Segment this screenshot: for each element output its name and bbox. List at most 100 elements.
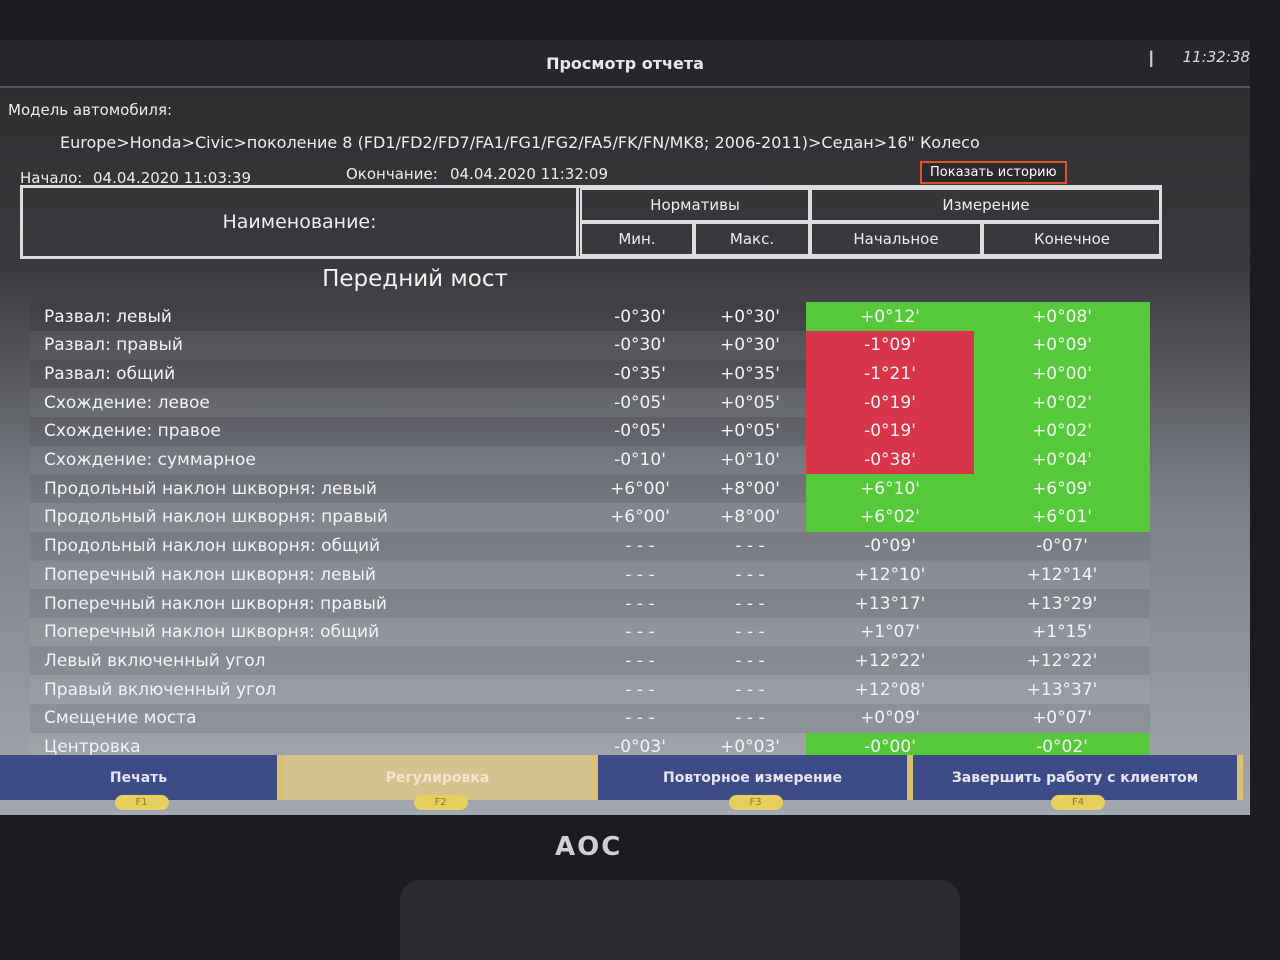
initial-value: -0°19' bbox=[806, 416, 974, 446]
table-row: Левый включенный угол - - - - - - +12°22' +1… bbox=[30, 646, 1150, 676]
initial-value: +13°17' bbox=[854, 593, 926, 614]
final-value: +6°09' bbox=[974, 474, 1150, 504]
max-value: - - - bbox=[735, 564, 765, 585]
header-min: Мин. bbox=[580, 222, 694, 256]
monitor-stand bbox=[400, 880, 960, 960]
min-value: -0°10' bbox=[614, 450, 666, 470]
table-row: Смещение моста - - - - - - +0°09' +0°07' bbox=[30, 703, 1150, 733]
row-name: Развал: левый bbox=[44, 306, 172, 327]
row-name: Смещение моста bbox=[44, 708, 197, 729]
initial-value: +6°02' bbox=[806, 502, 974, 532]
min-value: - - - bbox=[625, 622, 655, 643]
row-name: Развал: правый bbox=[44, 335, 183, 356]
footer-button-f4[interactable]: Завершить работу с клиентом bbox=[913, 755, 1243, 800]
final-value: +0°08' bbox=[974, 302, 1150, 331]
final-value: +0°07' bbox=[1032, 708, 1092, 729]
table-row: Развал: общий -0°35' +0°35' -1°21' +0°00' bbox=[30, 359, 1150, 389]
footer-button-label: Регулировка bbox=[385, 769, 490, 786]
initial-value: +6°10' bbox=[806, 474, 974, 504]
footer-button-f1[interactable]: Печать bbox=[0, 755, 283, 800]
footer-button-label: Печать bbox=[109, 769, 168, 786]
min-value: - - - bbox=[625, 564, 655, 585]
min-value: -0°30' bbox=[614, 306, 666, 327]
max-value: - - - bbox=[735, 679, 765, 700]
min-value: - - - bbox=[625, 593, 655, 614]
min-value: -0°30' bbox=[614, 335, 666, 356]
final-value: +12°22' bbox=[1026, 650, 1098, 671]
initial-value: -0°19' bbox=[806, 388, 974, 418]
table-header: Наименование: Нормативы Мин. Макс. Измер… bbox=[20, 185, 1162, 259]
monitor-logo: AOC bbox=[555, 832, 623, 862]
min-value: - - - bbox=[625, 708, 655, 729]
window-title: Просмотр отчета bbox=[546, 53, 704, 73]
initial-value: +1°07' bbox=[860, 622, 920, 643]
clock: 11:32:38 bbox=[1182, 48, 1250, 66]
table-row: Развал: правый -0°30' +0°30' -1°09' +0°09' bbox=[30, 330, 1150, 360]
row-name: Схождение: левое bbox=[44, 392, 210, 413]
initial-value: -0°09' bbox=[864, 536, 916, 557]
screen: Просмотр отчета I 11:32:38 Модель автомо… bbox=[0, 40, 1250, 815]
final-value: +13°37' bbox=[1026, 679, 1098, 700]
initial-value: +12°22' bbox=[854, 650, 926, 671]
function-key-badge: F2 bbox=[413, 795, 468, 810]
show-history-button[interactable]: Показать историю bbox=[920, 161, 1067, 184]
function-key-badge: F4 bbox=[1051, 795, 1105, 810]
table-row: Продольный наклон шкворня: правый +6°00' +… bbox=[30, 502, 1150, 532]
final-value: +0°02' bbox=[974, 388, 1150, 418]
max-value: +0°35' bbox=[720, 363, 780, 384]
max-value: - - - bbox=[735, 593, 765, 614]
header-initial: Начальное bbox=[810, 222, 982, 256]
vehicle-label: Модель автомобиля: bbox=[8, 101, 173, 119]
section-title: Передний мост bbox=[322, 266, 508, 292]
table-row: Поперечный наклон шкворня: общий - - - - -… bbox=[30, 617, 1150, 647]
header-final: Конечное bbox=[982, 222, 1162, 256]
max-value: +8°00' bbox=[720, 507, 780, 528]
row-name: Левый включенный угол bbox=[44, 650, 266, 671]
min-value: -0°35' bbox=[614, 363, 666, 384]
row-name: Развал: общий bbox=[44, 363, 176, 384]
max-value: +0°30' bbox=[720, 306, 780, 327]
final-value: +0°04' bbox=[974, 445, 1150, 475]
start-label: Начало: bbox=[20, 169, 83, 187]
initial-value: +0°09' bbox=[860, 708, 920, 729]
max-value: - - - bbox=[735, 708, 765, 729]
min-value: - - - bbox=[625, 650, 655, 671]
max-value: +0°10' bbox=[720, 450, 780, 470]
max-value: - - - bbox=[735, 536, 765, 557]
max-value: +0°30' bbox=[720, 335, 780, 356]
row-name: Поперечный наклон шкворня: левый bbox=[44, 564, 376, 585]
row-name: Правый включенный угол bbox=[44, 679, 277, 700]
final-value: +0°02' bbox=[974, 416, 1150, 446]
footer-button-f3[interactable]: Повторное измерение bbox=[598, 755, 913, 800]
row-name: Схождение: правое bbox=[44, 421, 221, 442]
max-value: +0°03' bbox=[720, 737, 780, 757]
function-key-badge: F1 bbox=[114, 795, 169, 810]
max-value: +0°05' bbox=[720, 392, 780, 413]
initial-value: +12°08' bbox=[854, 679, 926, 700]
header-norms: Нормативы bbox=[580, 188, 810, 222]
max-value: - - - bbox=[735, 650, 765, 671]
footer-toolbar: Печать F1 Регулировка F2 Повторное измерение… bbox=[0, 755, 1250, 815]
table-row: Развал: левый -0°30' +0°30' +0°12' +0°08' bbox=[30, 302, 1150, 331]
row-name: Продольный наклон шкворня: общий bbox=[44, 536, 381, 557]
header-measure: Измерение bbox=[810, 188, 1162, 222]
final-value: +6°01' bbox=[974, 502, 1150, 532]
footer-button-label: Повторное измерение bbox=[663, 769, 842, 786]
row-name: Поперечный наклон шкворня: общий bbox=[44, 622, 380, 643]
function-key-badge: F3 bbox=[728, 795, 783, 810]
final-value: +12°14' bbox=[1026, 564, 1098, 585]
max-value: +8°00' bbox=[720, 478, 780, 499]
table-row: Поперечный наклон шкворня: левый - - - - -… bbox=[30, 560, 1150, 590]
final-value: +1°15' bbox=[1032, 622, 1092, 643]
min-value: - - - bbox=[625, 679, 655, 700]
max-value: - - - bbox=[735, 622, 765, 643]
final-value: -0°07' bbox=[1036, 536, 1088, 557]
table-row: Продольный наклон шкворня: общий - - - - -… bbox=[30, 531, 1150, 561]
final-value: +0°00' bbox=[974, 359, 1150, 389]
footer-button-f2[interactable]: Регулировка bbox=[283, 755, 598, 800]
footer-button-label: Завершить работу с клиентом bbox=[951, 769, 1199, 786]
min-value: -0°05' bbox=[614, 392, 666, 413]
text-cursor-icon: I bbox=[1148, 48, 1155, 73]
table-row: Схождение: левое -0°05' +0°05' -0°19' +0°02' bbox=[30, 388, 1150, 418]
row-name: Продольный наклон шкворня: левый bbox=[44, 478, 377, 499]
